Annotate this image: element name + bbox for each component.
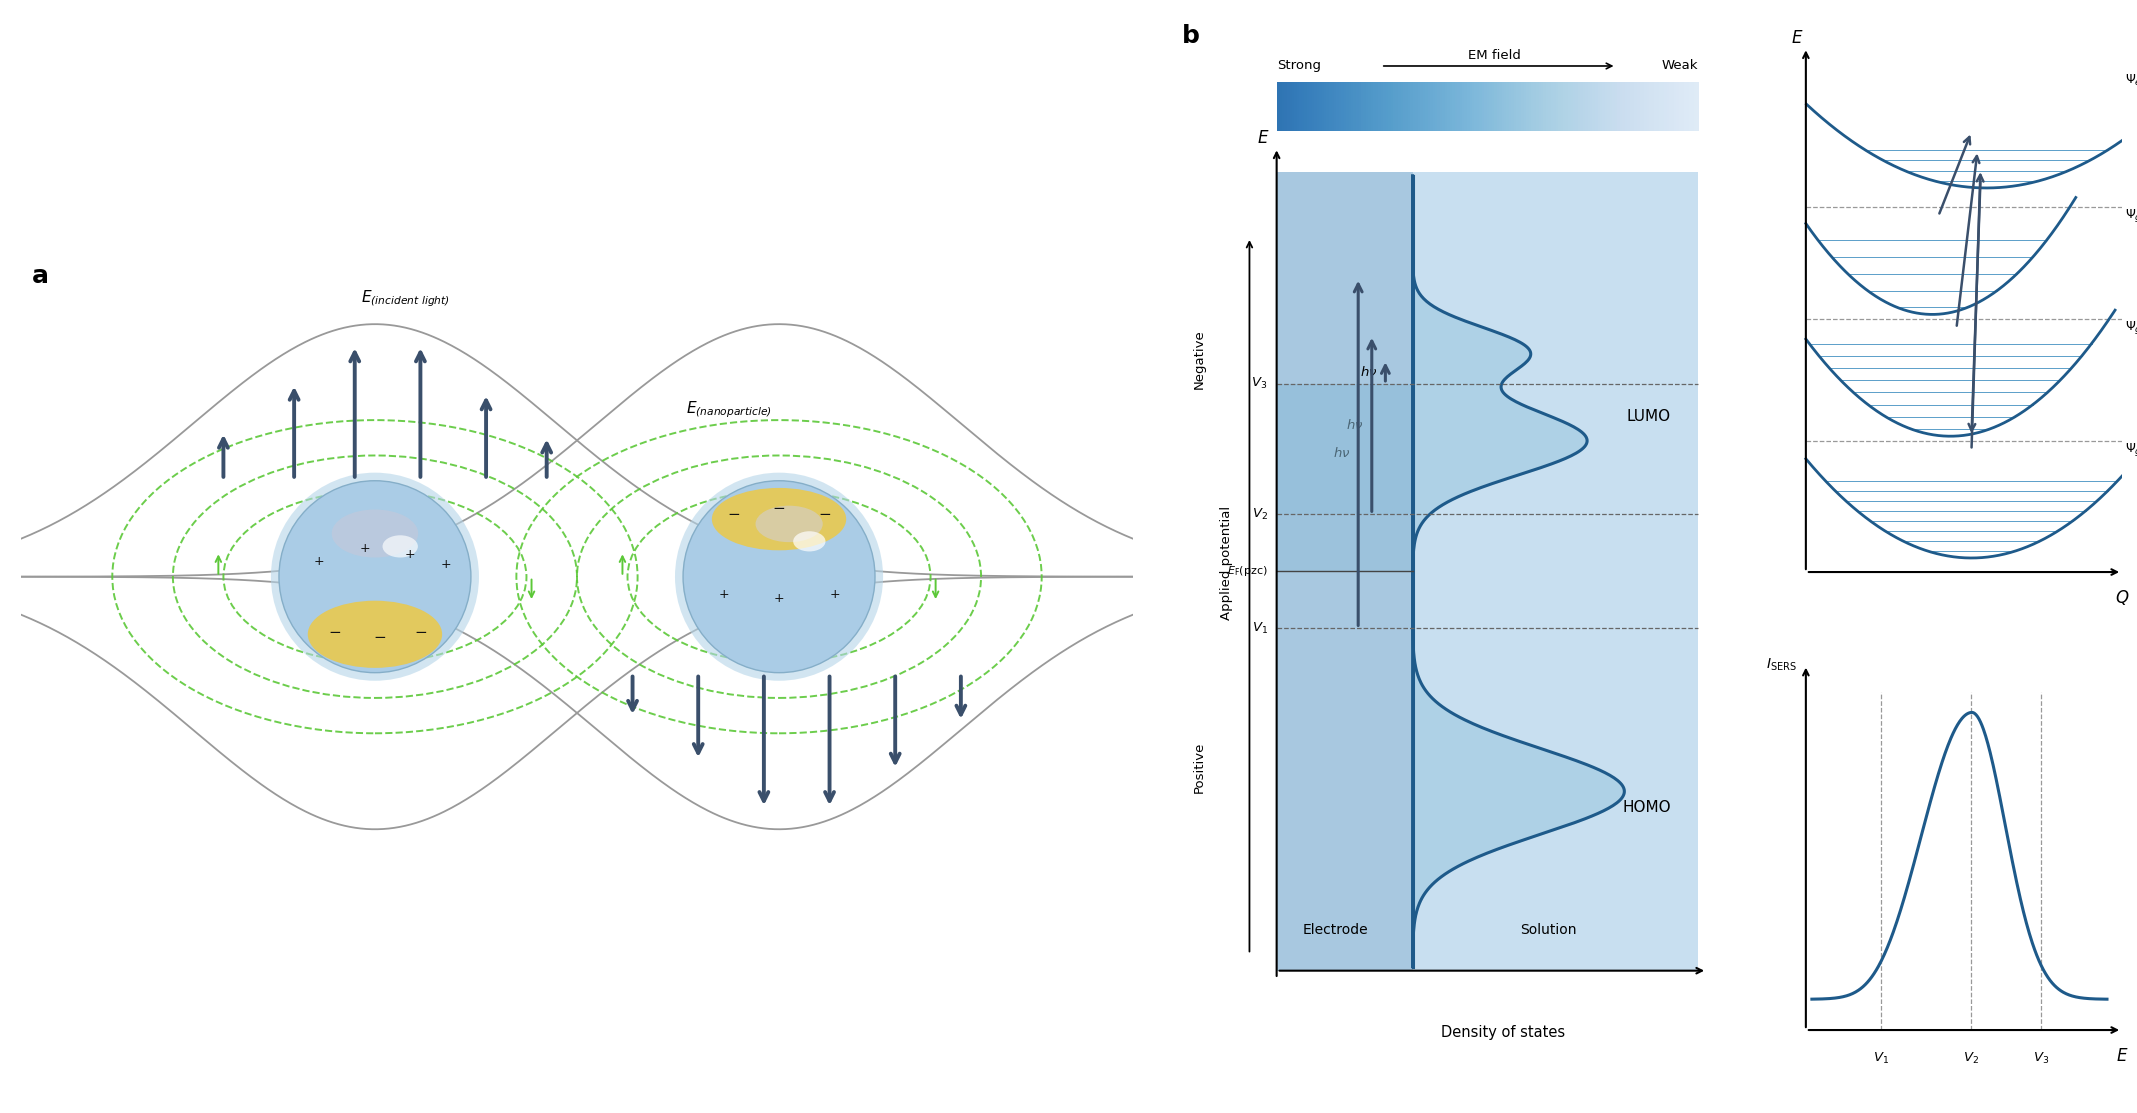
Ellipse shape [793, 531, 825, 551]
Text: +: + [359, 542, 370, 555]
Text: +: + [718, 589, 729, 601]
Text: +: + [829, 589, 840, 601]
Text: $V_1$: $V_1$ [1252, 621, 1267, 636]
Text: $E_{\rm F}({\rm pzc})$: $E_{\rm F}({\rm pzc})$ [1227, 564, 1267, 579]
Text: b: b [1182, 24, 1199, 49]
Text: Weak: Weak [1660, 59, 1699, 72]
Text: EM field: EM field [1468, 49, 1522, 62]
Text: −: − [374, 630, 387, 644]
Text: $V_3$: $V_3$ [1252, 376, 1267, 392]
Text: $V_2$: $V_2$ [1252, 506, 1267, 522]
Circle shape [280, 481, 470, 672]
Ellipse shape [712, 487, 846, 550]
Bar [1276, 171, 1699, 971]
Ellipse shape [308, 601, 442, 668]
Text: Density of states: Density of states [1440, 1025, 1564, 1040]
Ellipse shape [331, 510, 419, 558]
Text: −: − [415, 624, 427, 640]
Text: −: − [818, 506, 831, 522]
Text: HOMO: HOMO [1622, 800, 1671, 815]
Text: $\Psi_g(V_1)$: $\Psi_g(V_1)$ [2124, 441, 2137, 460]
Circle shape [271, 473, 479, 681]
Circle shape [675, 473, 883, 681]
Text: LUMO: LUMO [1626, 408, 1671, 424]
Text: $E$: $E$ [1791, 29, 1804, 48]
Text: $h\nu$: $h\nu$ [1333, 446, 1351, 460]
Text: $E_{\mathregular{(incident\ light)}}$: $E_{\mathregular{(incident\ light)}}$ [361, 288, 449, 309]
Text: $V_1$: $V_1$ [1874, 1051, 1889, 1066]
Text: +: + [774, 592, 784, 605]
Text: $E$: $E$ [1257, 129, 1269, 148]
Text: $h\nu$: $h\nu$ [1359, 365, 1376, 378]
Text: Positive: Positive [1192, 741, 1205, 792]
Text: Strong: Strong [1276, 59, 1321, 72]
Bar [1276, 384, 1413, 514]
Text: −: − [329, 624, 342, 640]
Bar [1276, 171, 1413, 971]
Text: $h\nu$: $h\nu$ [1346, 417, 1363, 432]
Text: +: + [440, 558, 451, 571]
Text: $V_2$: $V_2$ [1964, 1051, 1979, 1066]
Text: Negative: Negative [1192, 329, 1205, 390]
Text: +: + [314, 555, 325, 568]
Text: $\Psi_g(V_2)$: $\Psi_g(V_2)$ [2124, 319, 2137, 337]
Ellipse shape [383, 535, 419, 558]
Text: −: − [727, 506, 739, 522]
Text: $Q$: $Q$ [2116, 589, 2128, 608]
Text: −: − [774, 501, 786, 515]
Bar [1276, 514, 1413, 571]
Text: a: a [32, 264, 49, 287]
Text: $I_{\rm SERS}$: $I_{\rm SERS}$ [1765, 657, 1797, 673]
Text: $E_{\mathregular{(nanoparticle)}}$: $E_{\mathregular{(nanoparticle)}}$ [686, 400, 771, 420]
Text: +: + [406, 548, 415, 561]
Text: $E$: $E$ [2116, 1047, 2128, 1065]
Text: Electrode: Electrode [1304, 923, 1368, 937]
Text: $V_3$: $V_3$ [2032, 1051, 2049, 1066]
Ellipse shape [756, 505, 823, 542]
Circle shape [684, 481, 874, 672]
Text: Solution: Solution [1519, 923, 1577, 937]
Text: Applied potential: Applied potential [1220, 506, 1233, 620]
Text: $\Psi_e(CT)$: $\Psi_e(CT)$ [2124, 72, 2137, 88]
Text: $\Psi_g(V_3)$: $\Psi_g(V_3)$ [2124, 207, 2137, 225]
